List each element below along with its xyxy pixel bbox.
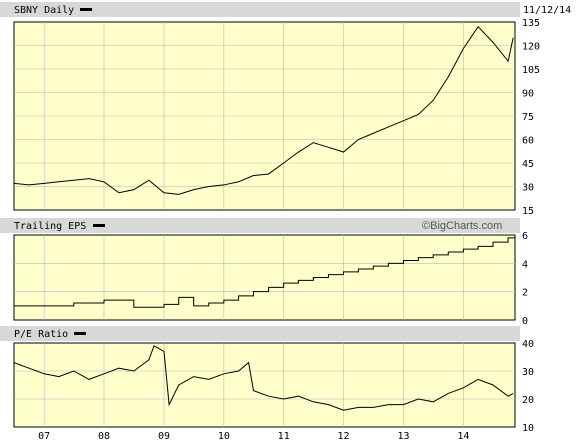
- y-tick-label: 0: [522, 316, 528, 327]
- price-title: SBNY Daily: [14, 5, 74, 16]
- price-grid: [14, 22, 515, 210]
- y-tick-label: 30: [522, 367, 534, 378]
- y-tick-label: 40: [522, 339, 534, 350]
- y-tick-label: 4: [522, 259, 528, 270]
- eps-y-ticks: 0 2 4 6: [522, 231, 528, 327]
- price-series-line: [13, 25, 514, 195]
- pe-grid: [14, 343, 515, 427]
- price-legend-swatch: [80, 8, 92, 11]
- y-tick-label: 20: [522, 395, 534, 406]
- eps-header: [0, 218, 520, 233]
- y-tick-label: 30: [522, 183, 534, 194]
- x-tick-label: 07: [38, 431, 50, 442]
- price-header: [0, 2, 520, 17]
- eps-legend-swatch: [93, 224, 105, 227]
- y-tick-label: 45: [522, 159, 534, 170]
- price-date: 11/12/14: [523, 5, 571, 16]
- y-tick-label: 60: [522, 136, 534, 147]
- y-tick-label: 15: [522, 206, 534, 217]
- y-tick-label: 75: [522, 112, 534, 123]
- watermark: ©BigCharts.com: [422, 220, 502, 232]
- x-tick-label: 10: [218, 431, 230, 442]
- x-tick-label: 11: [278, 431, 290, 442]
- x-tick-label: 14: [457, 431, 469, 442]
- y-tick-label: 90: [522, 89, 534, 100]
- pe-y-ticks: 10 20 30 40: [522, 339, 534, 434]
- x-axis-labels: 07 08 09 10 11 12 13 14: [38, 431, 469, 442]
- pe-panel: [13, 342, 516, 428]
- eps-title: Trailing EPS: [14, 221, 86, 232]
- pe-series-line: [13, 345, 514, 411]
- eps-series-line: [14, 237, 515, 308]
- y-tick-label: 6: [522, 231, 528, 242]
- y-tick-label: 120: [522, 42, 540, 53]
- eps-panel: [13, 234, 516, 321]
- y-tick-label: 135: [522, 18, 540, 29]
- pe-title: P/E Ratio: [14, 329, 68, 340]
- pe-header: [0, 326, 520, 341]
- x-tick-label: 09: [158, 431, 170, 442]
- y-tick-label: 2: [522, 288, 528, 299]
- pe-legend-swatch: [74, 332, 86, 335]
- y-tick-label: 10: [522, 423, 534, 434]
- x-tick-label: 12: [338, 431, 350, 442]
- x-tick-label: 08: [98, 431, 110, 442]
- y-tick-label: 105: [522, 65, 540, 76]
- x-tick-label: 13: [398, 431, 410, 442]
- price-y-ticks: 15 30 45 60 75 90 105 120 135: [522, 18, 540, 217]
